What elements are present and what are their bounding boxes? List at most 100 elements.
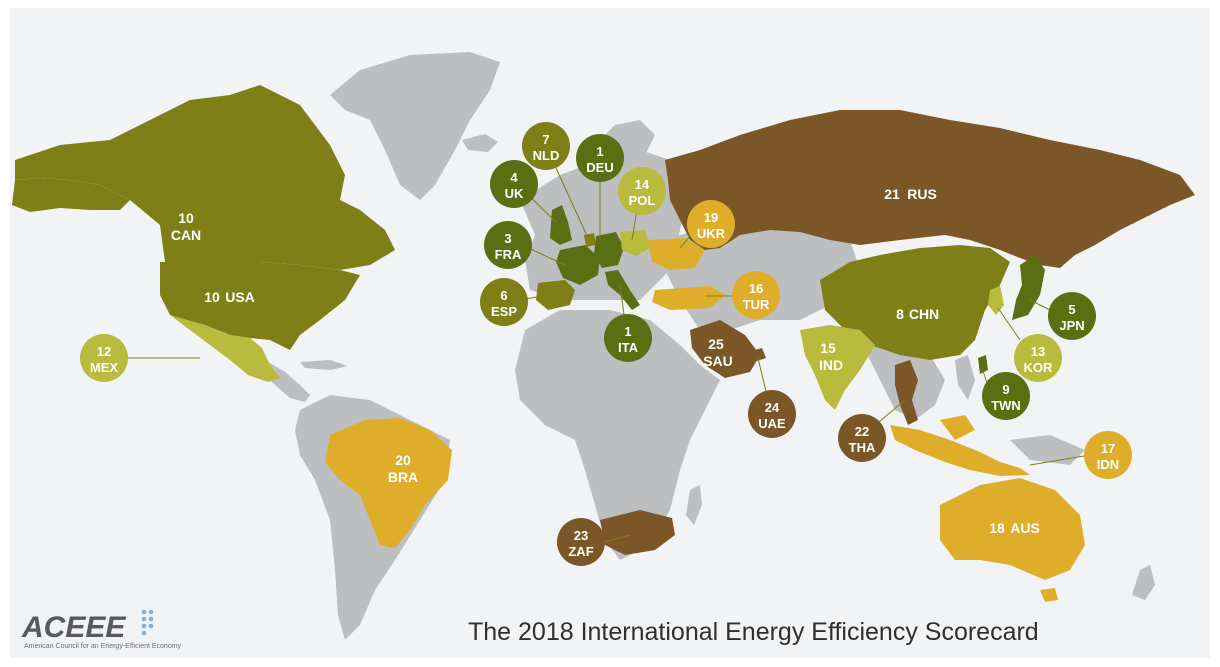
badge-zaf-code: ZAF <box>568 544 593 559</box>
label-can-code: CAN <box>171 227 201 243</box>
country-ukr <box>648 238 705 270</box>
badge-tha-code: THA <box>849 440 876 455</box>
badge-deu-rank: 1 <box>596 144 603 159</box>
label-can-rank: 10 <box>178 210 194 226</box>
country-chn <box>820 245 1010 360</box>
badge-idn-rank: 17 <box>1101 441 1115 456</box>
badge-kor-code: KOR <box>1024 360 1054 375</box>
logo-tagline: American Council for an Energy-Efficient… <box>24 643 182 650</box>
badge-ita-code: ITA <box>618 340 639 355</box>
badge-uk-code: UK <box>505 186 524 201</box>
country-pol <box>620 230 650 256</box>
country-zaf <box>600 510 675 555</box>
ranked-countries-layer <box>12 85 1195 602</box>
label-sau-rank: 25 <box>708 336 724 352</box>
country-tur <box>652 286 725 310</box>
badge-kor-rank: 13 <box>1031 344 1045 359</box>
leader-idn <box>1029 454 1091 466</box>
badge-fra-code: FRA <box>495 247 522 262</box>
badge-jpn-rank: 5 <box>1068 302 1075 317</box>
badge-deu-code: DEU <box>586 160 613 175</box>
badge-nld-code: NLD <box>533 148 560 163</box>
badge-ukr-rank: 19 <box>704 210 718 225</box>
country-sau <box>690 320 760 378</box>
country-uk <box>550 205 572 245</box>
country-bra <box>325 418 452 548</box>
badge-tur: 16 TUR <box>732 271 780 319</box>
badge-ita: 1 ITA <box>604 314 652 362</box>
badge-idn: 17 IDN <box>1084 431 1132 479</box>
badge-ukr: 19 UKR <box>687 200 735 248</box>
leader-kor <box>997 307 1021 341</box>
logo-wordmark: ACEEE <box>21 611 126 644</box>
badge-pol: 14 POL <box>618 167 666 215</box>
badge-kor: 13 KOR <box>1014 334 1062 382</box>
inline-labels: 10 CAN 10 USA 21 RUS 8 CHN 15 IND 25 SAU… <box>171 186 1040 536</box>
badge-twn-rank: 9 <box>1002 382 1009 397</box>
badge-zaf-rank: 23 <box>574 528 588 543</box>
iceland-land <box>462 134 498 152</box>
country-nld <box>584 233 596 247</box>
map-title: The 2018 International Energy Efficiency… <box>468 618 1039 646</box>
country-kor <box>988 286 1004 315</box>
badge-esp: 6 ESP <box>480 278 528 326</box>
label-rus-rank: 21 <box>884 186 900 202</box>
badge-tur-rank: 16 <box>749 281 763 296</box>
badge-mex-code: MEX <box>90 360 119 375</box>
badge-fra: 3 FRA <box>484 221 532 269</box>
badge-jpn: 5 JPN <box>1048 292 1096 340</box>
country-ita <box>605 270 640 310</box>
new-zealand-land <box>1132 565 1155 600</box>
country-fra <box>556 245 600 285</box>
country-rus <box>665 110 1195 268</box>
label-usa-rank: 10 <box>204 289 220 305</box>
country-mex <box>170 315 280 382</box>
country-twn <box>978 355 988 374</box>
badge-esp-rank: 6 <box>500 288 507 303</box>
badge-twn: 9 TWN <box>982 372 1030 420</box>
country-aus-tasmania <box>1040 588 1058 602</box>
label-sau-code: SAU <box>703 353 733 369</box>
country-can <box>15 85 395 270</box>
label-chn-rank: 8 <box>896 306 904 322</box>
badge-tha: 22 THA <box>838 414 886 462</box>
label-aus-code: AUS <box>1010 520 1040 536</box>
country-usa <box>160 262 360 350</box>
badge-mex: 12 MEX <box>80 334 128 382</box>
label-rus-code: RUS <box>907 186 937 202</box>
badge-uae: 24 UAE <box>748 390 796 438</box>
country-usa-alaska <box>12 178 130 212</box>
leader-zaf <box>603 534 631 543</box>
country-idn-borneo <box>940 415 975 440</box>
country-esp <box>536 280 575 310</box>
badge-pol-rank: 14 <box>635 177 650 192</box>
badge-mex-rank: 12 <box>97 344 111 359</box>
label-usa-code: USA <box>225 289 255 305</box>
label-bra-code: BRA <box>388 469 418 485</box>
badge-esp-code: ESP <box>491 304 517 319</box>
badge-ukr-code: UKR <box>697 226 726 241</box>
badge-twn-code: TWN <box>991 398 1021 413</box>
aceee-logo: ACEEE American Council for an Energy-Eff… <box>21 609 182 650</box>
caribbean-land <box>300 360 348 370</box>
badge-deu: 1 DEU <box>576 134 624 182</box>
label-chn-code: CHN <box>909 306 939 322</box>
label-bra-rank: 20 <box>395 452 411 468</box>
country-deu <box>594 232 624 268</box>
country-ind <box>800 325 875 410</box>
new-guinea-land <box>1010 435 1085 465</box>
badge-jpn-code: JPN <box>1059 318 1084 333</box>
badge-ita-rank: 1 <box>624 324 631 339</box>
badge-idn-code: IDN <box>1097 457 1119 472</box>
label-ind-rank: 15 <box>820 340 836 356</box>
badge-fra-rank: 3 <box>504 231 511 246</box>
philippines-land <box>955 355 975 400</box>
badge-tha-rank: 22 <box>855 424 869 439</box>
country-uae <box>748 348 766 362</box>
country-idn <box>890 425 1030 476</box>
country-aus <box>940 478 1085 580</box>
badge-uae-rank: 24 <box>765 400 780 415</box>
africa-land <box>515 310 720 560</box>
